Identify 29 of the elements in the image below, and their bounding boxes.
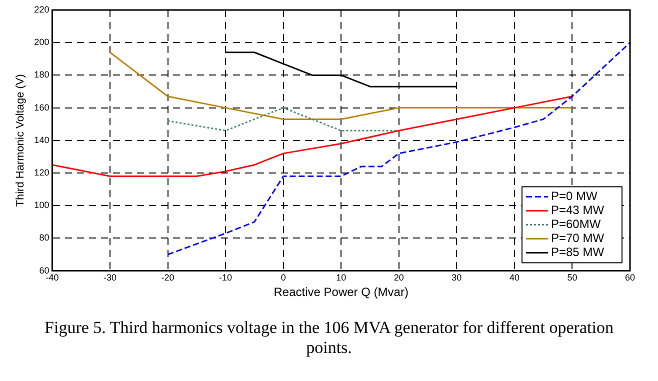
y-axis-title: Third Harmonic Voltage (V) [14,74,27,207]
x-tick-label: 0 [280,272,286,283]
legend-label: P=43 MW [551,203,605,218]
y-tick-label: 100 [34,200,50,210]
x-axis-title: Reactive Power Q (Mvar) [274,285,408,300]
y-tick-label: 120 [34,167,50,178]
x-tick-label: 30 [452,272,462,283]
y-tick-label: 140 [34,134,50,145]
legend-label: P=70 MW [551,231,605,246]
y-tick-label: 220 [34,4,50,14]
x-tick-label: 10 [336,272,346,283]
x-tick-label: -20 [161,272,174,283]
x-tick-label: 60 [624,272,636,283]
y-tick-label: 180 [34,70,50,80]
y-tick-label: 200 [34,37,50,48]
legend-label: P=0 MW [551,189,598,204]
x-tick-label: 40 [509,272,520,283]
x-tick-label: 50 [567,272,578,283]
y-tick-label: 80 [39,232,50,243]
y-tick-label: 160 [34,102,50,112]
y-tick-label: 60 [39,265,50,276]
legend-label: P=85 MW [551,245,605,260]
x-tick-label: 20 [394,272,404,283]
caption: Figure 5. Third harmonics voltage in the 106 MVA generator for different operation points. [44,318,614,358]
x-tick-label: -30 [103,272,116,283]
line-series [167,42,630,256]
legend-label: P=60MW [551,217,602,232]
x-tick-label: -10 [219,272,232,283]
x-tick-label: -40 [46,272,59,283]
